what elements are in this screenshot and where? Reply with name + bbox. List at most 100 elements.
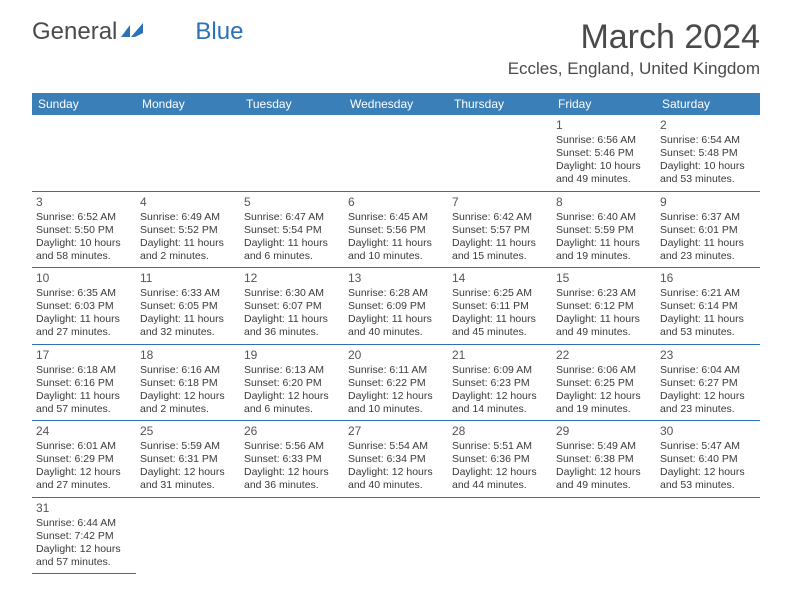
empty-cell — [136, 115, 240, 192]
day-cell: 1Sunrise: 6:56 AMSunset: 5:46 PMDaylight… — [552, 115, 656, 192]
weekday-header: SundayMondayTuesdayWednesdayThursdayFrid… — [32, 93, 760, 115]
day-number: 30 — [660, 424, 756, 439]
day-number: 8 — [556, 195, 652, 210]
empty-cell — [344, 115, 448, 192]
day-cell: 24Sunrise: 6:01 AMSunset: 6:29 PMDayligh… — [32, 421, 136, 498]
day-number: 13 — [348, 271, 444, 286]
day-number: 4 — [140, 195, 236, 210]
sunset-line: Sunset: 5:48 PM — [660, 147, 756, 160]
sunrise-line: Sunrise: 5:56 AM — [244, 440, 340, 453]
day-cell: 15Sunrise: 6:23 AMSunset: 6:12 PMDayligh… — [552, 268, 656, 345]
daylight-line: Daylight: 11 hours and 53 minutes. — [660, 313, 756, 339]
daylight-line: Daylight: 11 hours and 40 minutes. — [348, 313, 444, 339]
day-cell: 14Sunrise: 6:25 AMSunset: 6:11 PMDayligh… — [448, 268, 552, 345]
sunset-line: Sunset: 6:20 PM — [244, 377, 340, 390]
day-cell: 28Sunrise: 5:51 AMSunset: 6:36 PMDayligh… — [448, 421, 552, 498]
weekday-label: Sunday — [32, 93, 136, 115]
day-number: 7 — [452, 195, 548, 210]
sunrise-line: Sunrise: 5:49 AM — [556, 440, 652, 453]
day-cell: 31Sunrise: 6:44 AMSunset: 7:42 PMDayligh… — [32, 498, 136, 575]
sunset-line: Sunset: 7:42 PM — [36, 530, 132, 543]
daylight-line: Daylight: 11 hours and 57 minutes. — [36, 390, 132, 416]
empty-cell — [448, 115, 552, 192]
sunset-line: Sunset: 6:27 PM — [660, 377, 756, 390]
sunrise-line: Sunrise: 6:21 AM — [660, 287, 756, 300]
day-cell: 4Sunrise: 6:49 AMSunset: 5:52 PMDaylight… — [136, 192, 240, 269]
sunrise-line: Sunrise: 6:16 AM — [140, 364, 236, 377]
daylight-line: Daylight: 11 hours and 49 minutes. — [556, 313, 652, 339]
sunrise-line: Sunrise: 6:42 AM — [452, 211, 548, 224]
sunset-line: Sunset: 6:36 PM — [452, 453, 548, 466]
sunset-line: Sunset: 6:34 PM — [348, 453, 444, 466]
weekday-label: Saturday — [656, 93, 760, 115]
sunrise-line: Sunrise: 6:33 AM — [140, 287, 236, 300]
daylight-line: Daylight: 12 hours and 6 minutes. — [244, 390, 340, 416]
sunset-line: Sunset: 6:16 PM — [36, 377, 132, 390]
daylight-line: Daylight: 12 hours and 53 minutes. — [660, 466, 756, 492]
day-number: 5 — [244, 195, 340, 210]
daylight-line: Daylight: 11 hours and 32 minutes. — [140, 313, 236, 339]
sunset-line: Sunset: 5:57 PM — [452, 224, 548, 237]
daylight-line: Daylight: 11 hours and 10 minutes. — [348, 237, 444, 263]
daylight-line: Daylight: 11 hours and 45 minutes. — [452, 313, 548, 339]
daylight-line: Daylight: 12 hours and 2 minutes. — [140, 390, 236, 416]
daylight-line: Daylight: 12 hours and 36 minutes. — [244, 466, 340, 492]
day-cell: 16Sunrise: 6:21 AMSunset: 6:14 PMDayligh… — [656, 268, 760, 345]
sunset-line: Sunset: 6:14 PM — [660, 300, 756, 313]
day-number: 17 — [36, 348, 132, 363]
day-number: 16 — [660, 271, 756, 286]
sunrise-line: Sunrise: 6:18 AM — [36, 364, 132, 377]
day-cell: 27Sunrise: 5:54 AMSunset: 6:34 PMDayligh… — [344, 421, 448, 498]
sunset-line: Sunset: 6:29 PM — [36, 453, 132, 466]
day-cell: 11Sunrise: 6:33 AMSunset: 6:05 PMDayligh… — [136, 268, 240, 345]
daylight-line: Daylight: 11 hours and 2 minutes. — [140, 237, 236, 263]
sunrise-line: Sunrise: 6:44 AM — [36, 517, 132, 530]
day-cell: 22Sunrise: 6:06 AMSunset: 6:25 PMDayligh… — [552, 345, 656, 422]
sunrise-line: Sunrise: 6:56 AM — [556, 134, 652, 147]
day-number: 19 — [244, 348, 340, 363]
sunrise-line: Sunrise: 5:51 AM — [452, 440, 548, 453]
calendar-grid: 1Sunrise: 6:56 AMSunset: 5:46 PMDaylight… — [32, 115, 760, 574]
sunrise-line: Sunrise: 6:25 AM — [452, 287, 548, 300]
title-block: March 2024 Eccles, England, United Kingd… — [508, 18, 760, 79]
day-number: 6 — [348, 195, 444, 210]
sunset-line: Sunset: 6:31 PM — [140, 453, 236, 466]
day-number: 25 — [140, 424, 236, 439]
day-number: 26 — [244, 424, 340, 439]
day-number: 2 — [660, 118, 756, 133]
day-cell: 23Sunrise: 6:04 AMSunset: 6:27 PMDayligh… — [656, 345, 760, 422]
day-number: 28 — [452, 424, 548, 439]
calendar: SundayMondayTuesdayWednesdayThursdayFrid… — [32, 93, 760, 574]
logo-text-2: Blue — [195, 18, 243, 46]
weekday-label: Wednesday — [344, 93, 448, 115]
day-number: 31 — [36, 501, 132, 516]
day-cell: 18Sunrise: 6:16 AMSunset: 6:18 PMDayligh… — [136, 345, 240, 422]
sunrise-line: Sunrise: 6:04 AM — [660, 364, 756, 377]
sunset-line: Sunset: 6:05 PM — [140, 300, 236, 313]
day-number: 12 — [244, 271, 340, 286]
header: General Blue March 2024 Eccles, England,… — [0, 0, 792, 87]
daylight-line: Daylight: 11 hours and 36 minutes. — [244, 313, 340, 339]
day-number: 22 — [556, 348, 652, 363]
day-cell: 6Sunrise: 6:45 AMSunset: 5:56 PMDaylight… — [344, 192, 448, 269]
sunrise-line: Sunrise: 5:59 AM — [140, 440, 236, 453]
sunrise-line: Sunrise: 5:47 AM — [660, 440, 756, 453]
sunrise-line: Sunrise: 6:13 AM — [244, 364, 340, 377]
sunset-line: Sunset: 6:12 PM — [556, 300, 652, 313]
daylight-line: Daylight: 10 hours and 49 minutes. — [556, 160, 652, 186]
sunrise-line: Sunrise: 5:54 AM — [348, 440, 444, 453]
sunset-line: Sunset: 5:54 PM — [244, 224, 340, 237]
day-number: 1 — [556, 118, 652, 133]
daylight-line: Daylight: 12 hours and 40 minutes. — [348, 466, 444, 492]
sunrise-line: Sunrise: 6:11 AM — [348, 364, 444, 377]
sunrise-line: Sunrise: 6:40 AM — [556, 211, 652, 224]
day-number: 11 — [140, 271, 236, 286]
sunrise-line: Sunrise: 6:01 AM — [36, 440, 132, 453]
day-number: 10 — [36, 271, 132, 286]
day-cell: 17Sunrise: 6:18 AMSunset: 6:16 PMDayligh… — [32, 345, 136, 422]
sunset-line: Sunset: 6:03 PM — [36, 300, 132, 313]
sunset-line: Sunset: 5:52 PM — [140, 224, 236, 237]
day-cell: 20Sunrise: 6:11 AMSunset: 6:22 PMDayligh… — [344, 345, 448, 422]
daylight-line: Daylight: 12 hours and 19 minutes. — [556, 390, 652, 416]
daylight-line: Daylight: 10 hours and 58 minutes. — [36, 237, 132, 263]
